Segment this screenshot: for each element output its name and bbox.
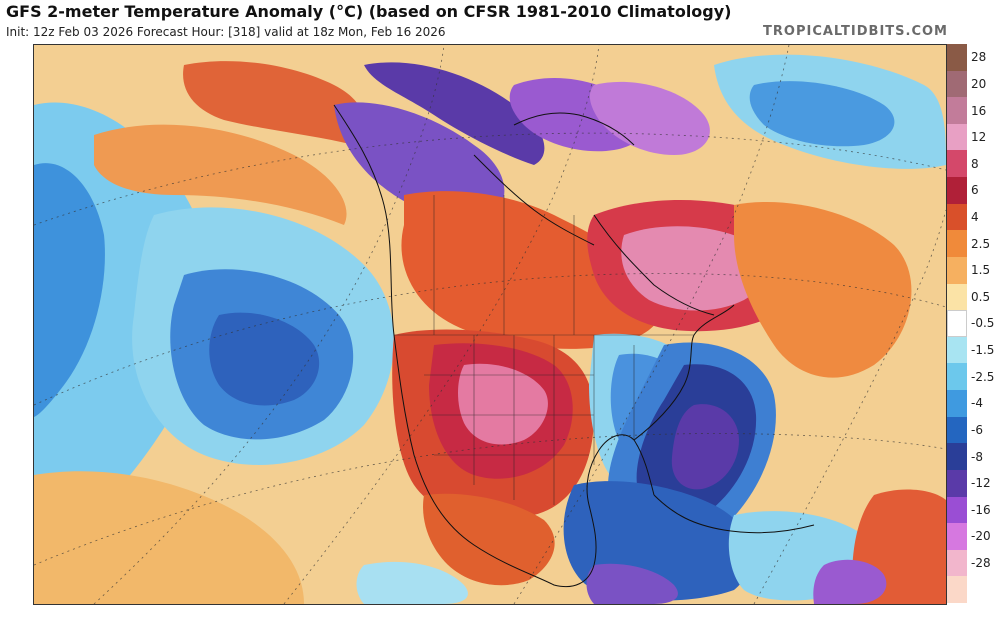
legend-label: -8 [971,449,983,464]
legend-label: 8 [971,156,979,171]
legend-entry: 28 [947,44,997,71]
graticule [34,45,946,604]
legend-label: 0.5 [971,289,991,304]
legend-label: -28 [971,556,991,571]
legend-label: 16 [971,103,987,118]
legend-entry: -20 [947,523,997,550]
legend-swatch [947,97,967,124]
legend-label: 4 [971,210,979,224]
legend-label: 1.5 [971,263,991,278]
legend-entry: -28 [947,549,997,577]
legend-swatch [947,150,967,178]
warm-band-north-pacific [94,124,347,225]
legend-entry: 2.5 [947,230,997,257]
legend-label: -4 [971,396,983,411]
legend-label: 2.5 [971,236,991,251]
legend-swatch [947,496,967,524]
purple-region-south-america [813,559,887,604]
legend-swatch [947,283,967,311]
cold-core-north-atlantic [749,81,895,147]
legend-label: 6 [971,183,979,198]
warm-region-canada-interior [401,191,662,349]
cold-core-west-pacific [34,163,105,417]
legend-label: -12 [971,476,991,491]
purple-region-central-america [586,563,678,604]
warm-region-south-pacific [34,471,304,604]
legend-label: -16 [971,502,991,517]
anomaly-map [33,44,947,605]
warm-plume-atlantic [734,201,912,378]
legend-swatch [947,523,967,550]
legend-swatch [947,416,967,444]
legend-entry: 0.5 [947,283,997,311]
legend-entry: -4 [947,390,997,417]
legend-swatch [947,310,967,337]
cold-region-greenland [589,81,710,155]
warm-alaska [183,61,365,145]
legend-entry: 4 [947,203,997,231]
map-title: GFS 2-meter Temperature Anomaly (°C) (ba… [6,2,732,21]
legend-entry: -6 [947,416,997,444]
legend-entry: -12 [947,469,997,497]
legend-label: -6 [971,422,983,437]
legend-swatch [947,443,967,470]
legend-swatch [947,549,967,577]
legend-swatch [947,44,967,71]
legend-entry: -0.5 [947,310,997,337]
anomaly-map-canvas [34,45,946,604]
legend-swatch [947,469,967,497]
legend-entry: 1.5 [947,256,997,284]
hot-core-quebec [621,226,767,311]
legend-swatch [947,256,967,284]
legend-label: -0.5 [971,316,995,331]
legend-swatch [947,203,967,231]
legend-swatch [947,576,967,603]
legend-swatch [947,390,967,417]
legend-swatch [947,123,967,151]
legend-swatch [947,230,967,257]
legend-label: -1.5 [971,343,995,358]
legend-entry: -8 [947,443,997,470]
cold-region-canadian-arctic [364,62,545,165]
legend-label: 20 [971,76,987,91]
legend-label: 12 [971,130,987,145]
legend-entry: -16 [947,496,997,524]
purple-core-west-atlantic [671,404,739,490]
legend-entry: -1.5 [947,336,997,364]
legend-entry: -2.5 [947,363,997,391]
cool-region-south-pacific [356,561,468,604]
legend-entry: 16 [947,97,997,124]
legend-swatch [947,177,967,204]
cold-center-ne-pacific [209,312,320,406]
map-subtitle: Init: 12z Feb 03 2026 Forecast Hour: [31… [6,25,446,39]
legend-label: 28 [971,50,987,65]
legend-swatch [947,363,967,391]
warm-region-mexico [423,493,555,586]
legend-swatch [947,336,967,364]
color-legend: 28 20 16 12 8 6 4 2.5 1.5 0.5 -0.5 -1.5 -2.5 -4 -6 -8 -1… [947,44,997,603]
political-borders [394,195,694,505]
legend-label: -2.5 [971,369,995,384]
site-brand: TROPICALTIDBITS.COM [763,24,948,39]
cold-region-yukon [334,102,505,219]
legend-entry: 20 [947,70,997,98]
hot-core-us-plains [458,363,548,445]
legend-entry: 8 [947,150,997,178]
legend-entry: 12 [947,123,997,151]
legend-label: -20 [971,529,991,544]
legend-swatch [947,70,967,98]
legend-entry: 6 [947,177,997,204]
legend-entry [947,576,997,603]
